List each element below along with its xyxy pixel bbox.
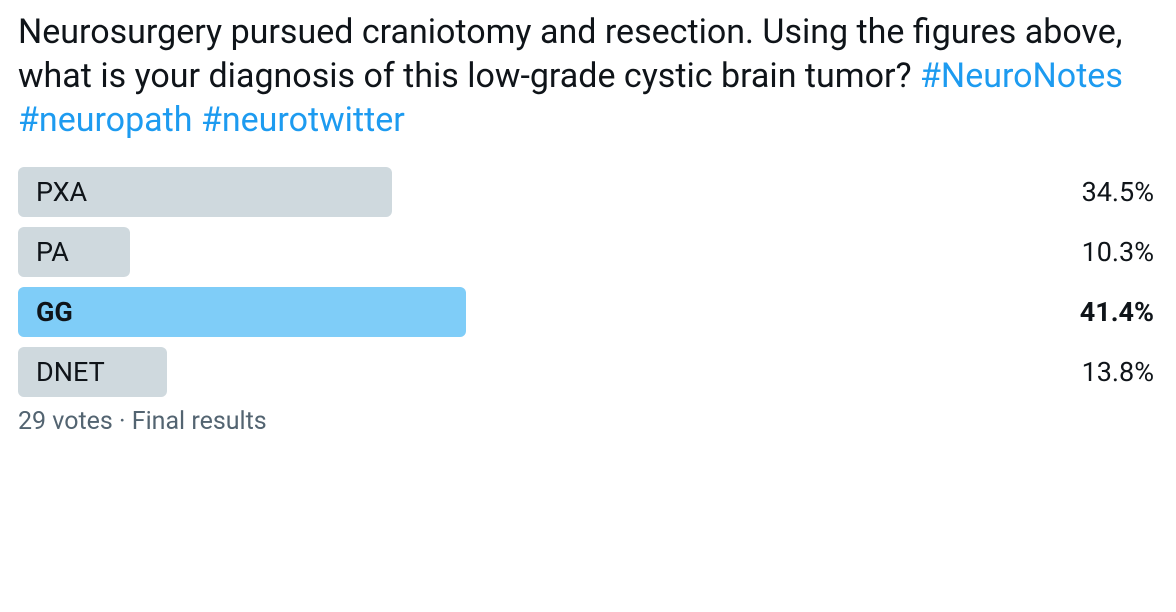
hashtag-link[interactable]: #neuropath — [18, 100, 193, 140]
poll-option-percent: 10.3% — [1082, 236, 1158, 268]
poll-option-label: PA — [18, 236, 69, 268]
poll-option[interactable]: DNET 13.8% — [18, 347, 1158, 397]
tweet-text: Neurosurgery pursued craniotomy and rese… — [18, 10, 1158, 143]
poll-option-label: GG — [18, 296, 73, 328]
poll-option-label: DNET — [18, 356, 105, 388]
poll-option-percent: 34.5% — [1082, 176, 1158, 208]
poll-option[interactable]: GG 41.4% — [18, 287, 1158, 337]
poll-option[interactable]: PA 10.3% — [18, 227, 1158, 277]
poll-option[interactable]: PXA 34.5% — [18, 167, 1158, 217]
poll-option-label: PXA — [18, 176, 87, 208]
poll-container: PXA 34.5% PA 10.3% GG 41.4% DNET 13.8% 2… — [18, 167, 1158, 436]
poll-bar — [18, 287, 466, 337]
poll-option-percent: 13.8% — [1082, 356, 1158, 388]
poll-option-percent: 41.4% — [1080, 296, 1158, 328]
hashtag-link[interactable]: #neurotwitter — [201, 100, 405, 140]
poll-footer: 29 votes · Final results — [18, 407, 1158, 436]
hashtag-link[interactable]: #NeuroNotes — [920, 56, 1123, 96]
